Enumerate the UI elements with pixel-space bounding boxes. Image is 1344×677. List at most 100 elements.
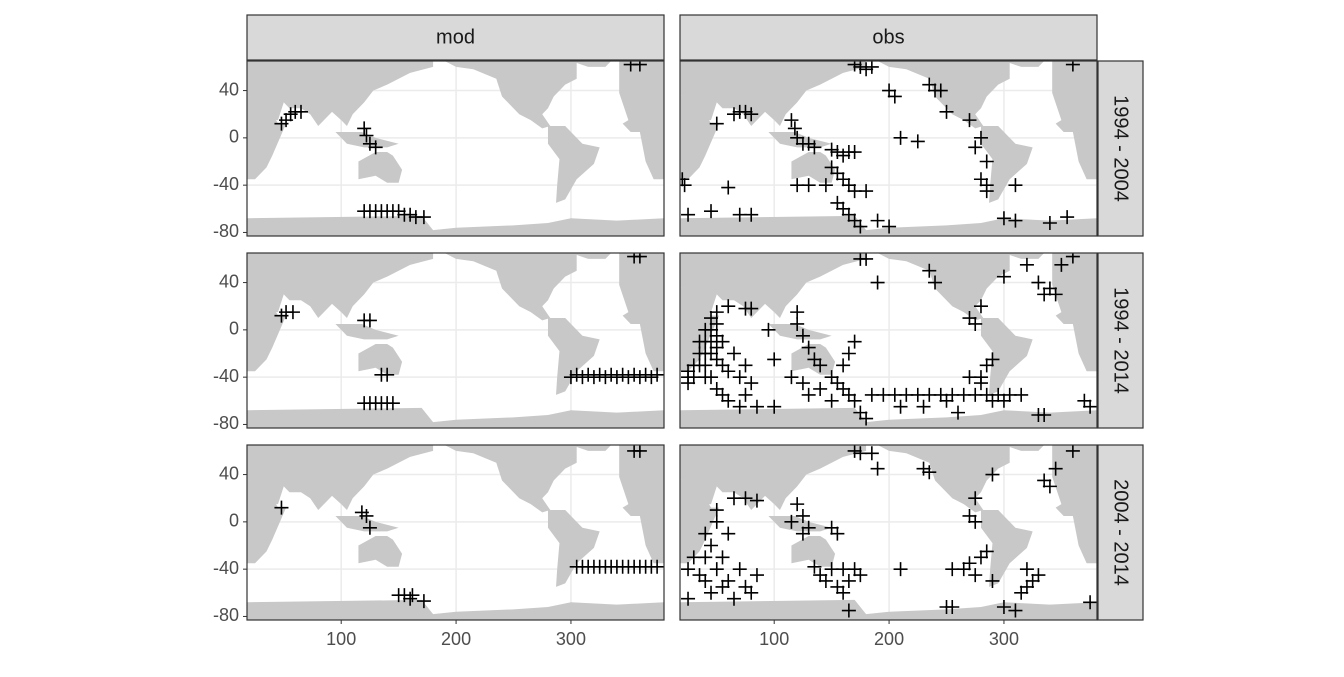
point <box>738 387 753 402</box>
point <box>362 520 377 535</box>
point <box>859 411 874 426</box>
panel-border <box>246 252 665 429</box>
point <box>385 396 400 411</box>
point <box>996 211 1011 226</box>
land <box>358 152 403 183</box>
point <box>1042 215 1057 230</box>
land <box>877 445 1010 513</box>
point <box>945 599 960 614</box>
point <box>973 299 988 314</box>
point <box>1037 407 1052 422</box>
point <box>893 399 908 414</box>
point <box>405 588 420 603</box>
point <box>824 393 839 408</box>
point <box>767 399 782 414</box>
point <box>801 520 816 535</box>
point <box>979 184 994 199</box>
point <box>721 299 736 314</box>
point <box>285 305 300 320</box>
point <box>1008 213 1023 228</box>
point <box>996 393 1011 408</box>
land <box>335 515 399 532</box>
point <box>836 148 851 163</box>
point <box>973 550 988 565</box>
point <box>1025 573 1040 588</box>
land <box>980 318 1033 395</box>
land <box>768 515 832 532</box>
y-tick-label: 0 <box>229 127 239 147</box>
point <box>732 370 747 385</box>
point <box>709 562 724 577</box>
point <box>721 393 736 408</box>
row-strip <box>1097 252 1144 429</box>
y-tick-label: -40 <box>213 558 239 578</box>
point <box>721 364 736 379</box>
point <box>853 219 868 234</box>
point <box>698 526 713 541</box>
point <box>738 301 753 316</box>
point <box>973 130 988 145</box>
y-tick-label: 40 <box>219 463 239 483</box>
point <box>962 311 977 326</box>
point <box>859 253 874 266</box>
point <box>841 603 856 618</box>
land <box>247 599 664 620</box>
y-tick-label: -80 <box>213 413 239 433</box>
point <box>830 526 845 541</box>
point <box>836 381 851 396</box>
land <box>619 61 664 132</box>
point <box>939 393 954 408</box>
land <box>619 253 664 324</box>
y-tick-label: -40 <box>213 366 239 386</box>
point <box>939 104 954 119</box>
point <box>704 204 719 219</box>
point <box>709 352 724 367</box>
point <box>801 136 816 151</box>
y-tick-label: -80 <box>213 605 239 625</box>
land <box>247 445 434 511</box>
point <box>715 550 730 565</box>
point <box>916 399 931 414</box>
point <box>847 445 862 458</box>
point <box>893 130 908 145</box>
point <box>864 446 879 461</box>
point <box>847 61 862 72</box>
point <box>922 77 937 92</box>
point <box>380 367 395 382</box>
point <box>824 370 839 385</box>
point <box>847 213 862 228</box>
point <box>721 573 736 588</box>
point <box>824 160 839 175</box>
land <box>1072 323 1097 372</box>
panel <box>247 253 664 428</box>
row-strip-label: 1994 - 2014 <box>1110 287 1132 394</box>
point <box>704 370 719 385</box>
land <box>335 323 399 340</box>
land <box>877 253 1010 321</box>
point <box>403 591 418 606</box>
point <box>824 520 839 535</box>
point <box>416 594 431 609</box>
point <box>721 180 736 195</box>
point <box>795 508 810 523</box>
land <box>547 510 600 587</box>
point <box>801 387 816 402</box>
land <box>547 126 600 203</box>
point <box>709 340 724 355</box>
row-strip <box>1097 60 1144 237</box>
point <box>973 376 988 391</box>
point <box>738 104 753 119</box>
point <box>1014 585 1029 600</box>
point <box>1014 387 1029 402</box>
panel <box>680 61 1097 236</box>
point <box>807 559 822 574</box>
point <box>910 134 925 149</box>
land <box>680 445 867 511</box>
point <box>1019 579 1034 594</box>
land <box>247 479 287 564</box>
land <box>444 61 577 129</box>
point <box>1060 210 1075 225</box>
point <box>841 346 856 361</box>
point <box>887 89 902 104</box>
